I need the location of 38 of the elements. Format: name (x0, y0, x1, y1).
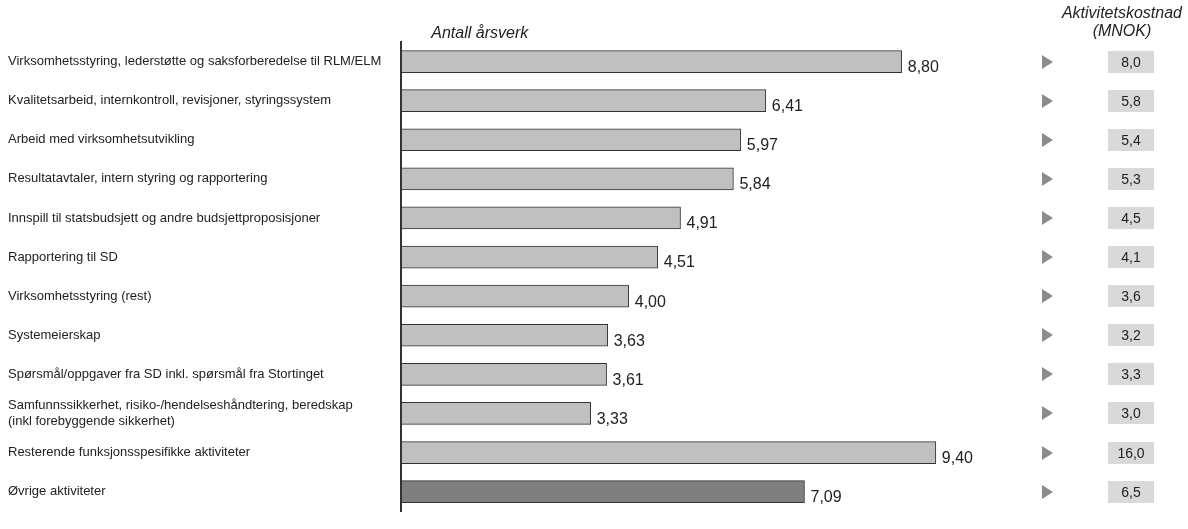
data-label: 8,80 (907, 57, 939, 75)
data-label: 5,84 (739, 175, 771, 193)
y-tick-label: Øvrige aktiviteter (8, 483, 107, 499)
y-tick-label: Systemeierskap (8, 326, 101, 342)
y-tick-label: Virksomhetsstyring (rest) (8, 287, 152, 303)
data-label: 4,00 (634, 292, 667, 310)
y-tick-label: Rapportering til SD (8, 248, 118, 264)
chart-title: Antall årsverk (431, 24, 529, 42)
y-tick-label: Spørsmål/oppgaver fra SD inkl. spørsmål fra Stortinget (8, 365, 325, 381)
text: 3,6 (1108, 285, 1154, 308)
data-label: 7,09 (810, 488, 842, 506)
data-label: 3,63 (613, 331, 645, 349)
y-tick-label: Kvalitetsarbeid, internkontroll, revisjoner, styringssystem (8, 92, 331, 108)
data-label: 3,33 (596, 409, 628, 427)
y-tick-label: Samfunnssikkerhet, risiko-/hendelseshåndtering, beredskap (inkl forebyggende sikkerhet) (8, 397, 353, 428)
text: 5,4 (1108, 128, 1154, 151)
y-tick-label: Innspill til statsbudsjett og andre budsjettproposisjoner (8, 209, 321, 225)
text: 3,0 (1108, 402, 1154, 425)
text: 16,0 (1108, 441, 1154, 464)
data-label: 9,40 (941, 448, 974, 466)
text: 6,5 (1108, 480, 1154, 503)
text: 5,8 (1108, 89, 1154, 112)
y-tick-label: Virksomhetsstyring, lederstøtte og saksforberedelse til RLM/ELM (8, 53, 382, 69)
text: 8,0 (1108, 50, 1154, 73)
data-label: 5,97 (746, 136, 779, 154)
data-label: 3,61 (612, 370, 644, 388)
text: 4,1 (1108, 246, 1154, 269)
y-tick-label: Resterende funksjonsspesifikke aktiviteter (8, 444, 251, 460)
text: 5,3 (1108, 167, 1154, 190)
text: Aktivitetskostnad (MNOK) (1061, 4, 1182, 40)
data-label: 4,91 (686, 214, 718, 232)
text: 3,2 (1108, 324, 1154, 347)
data-label: 4,51 (663, 253, 696, 271)
y-tick-label: Arbeid med virksomhetsutvikling (8, 131, 195, 147)
y-tick-label: Resultatavtaler, intern styring og rapportering (8, 170, 268, 186)
text: 4,5 (1108, 206, 1154, 229)
text: 3,3 (1108, 363, 1154, 386)
data-label: 6,41 (771, 97, 804, 115)
